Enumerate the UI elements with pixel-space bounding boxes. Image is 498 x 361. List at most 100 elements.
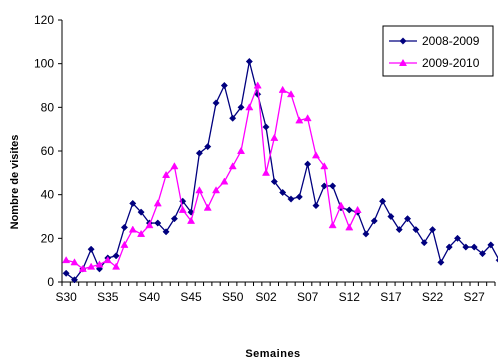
data-point (295, 193, 303, 201)
data-point (286, 90, 296, 98)
legend-entry: 2009-2010 (389, 56, 480, 70)
data-point (311, 151, 321, 159)
x-tick-label: S07 (297, 290, 319, 304)
legend-box (382, 25, 494, 77)
y-tick-label: 0 (47, 275, 54, 289)
data-point (437, 258, 445, 266)
data-point (295, 116, 304, 124)
legend-marker (399, 37, 407, 45)
legend-label: 2009-2010 (422, 56, 480, 70)
data-point (420, 239, 428, 247)
data-point (328, 221, 337, 229)
data-point (245, 57, 253, 66)
y-tick-label: 120 (34, 13, 54, 27)
data-point (70, 258, 79, 266)
data-point (87, 262, 96, 270)
x-tick-label: S45 (180, 290, 202, 304)
data-point (220, 81, 228, 90)
y-tick-label: 40 (41, 188, 55, 202)
data-point (262, 123, 270, 131)
data-point (162, 228, 170, 236)
data-point (370, 217, 378, 225)
data-point (470, 243, 478, 251)
data-point (103, 256, 112, 264)
data-point (336, 201, 345, 209)
y-tick-label: 20 (41, 231, 55, 245)
x-tick-label: S35 (97, 290, 119, 304)
x-tick-label: S50 (222, 290, 244, 304)
data-point (404, 215, 412, 223)
legend: 2008-2009 2009-2010 (382, 25, 494, 77)
data-point (278, 85, 287, 93)
y-tick-label: 60 (41, 144, 55, 158)
data-point (270, 133, 279, 141)
data-point (220, 177, 229, 185)
data-point (362, 230, 370, 238)
x-tick-label: S30 (55, 290, 77, 304)
data-point (145, 221, 154, 229)
data-point (304, 160, 312, 168)
x-axis-title: Semaines (245, 348, 300, 360)
data-point (453, 234, 462, 242)
data-point (312, 202, 320, 210)
data-point (203, 203, 212, 211)
data-point (353, 205, 362, 213)
x-axis: S30 S35 S40 S45 S50 S02 S07 S12 S17 S22 S27 (55, 281, 496, 304)
data-point (495, 257, 498, 263)
data-point (236, 146, 246, 154)
data-point (78, 264, 87, 272)
data-point (137, 229, 146, 237)
data-point (212, 99, 220, 107)
data-point (129, 199, 137, 207)
series-line (65, 85, 359, 270)
data-point (445, 243, 453, 251)
plot-series (62, 57, 498, 284)
data-point (153, 199, 162, 207)
data-point (212, 186, 221, 194)
data-point (195, 149, 203, 157)
x-tick-label: S12 (339, 290, 361, 304)
data-point (279, 188, 287, 197)
legend-entry: 2008-2009 (389, 34, 480, 48)
data-point (270, 178, 278, 186)
data-point (87, 245, 95, 253)
data-point (245, 103, 254, 111)
data-point (70, 276, 79, 284)
data-point (120, 223, 129, 231)
data-point (128, 225, 137, 233)
data-point (379, 197, 387, 205)
data-point (237, 103, 245, 111)
x-tick-label: S22 (422, 290, 444, 304)
data-point (320, 162, 329, 170)
data-point (287, 195, 295, 203)
legend-marker (398, 58, 408, 66)
legend-label: 2008-2009 (422, 34, 480, 48)
data-point (162, 170, 171, 178)
data-point (62, 269, 70, 277)
data-point (137, 208, 145, 216)
data-point (395, 226, 403, 234)
data-point (112, 262, 121, 270)
data-point (345, 206, 353, 214)
data-point (154, 219, 162, 227)
data-point (329, 182, 337, 190)
data-point (253, 81, 262, 89)
data-point (478, 250, 487, 258)
data-point (345, 223, 354, 231)
x-tick-label: S02 (255, 290, 277, 304)
x-tick-label: S40 (139, 290, 161, 304)
data-point (303, 114, 312, 122)
y-tick-label: 100 (34, 57, 54, 71)
data-point (120, 240, 129, 248)
data-point (204, 143, 212, 151)
data-point (428, 226, 437, 234)
y-axis: 0 20 40 60 80 100 120 (34, 13, 63, 289)
data-point (112, 252, 120, 260)
data-point (95, 260, 104, 268)
x-tick-label: S17 (380, 290, 402, 304)
data-point (178, 205, 187, 213)
data-point (170, 215, 178, 223)
data-point (187, 216, 196, 224)
data-point (229, 114, 237, 122)
data-point (387, 212, 395, 221)
